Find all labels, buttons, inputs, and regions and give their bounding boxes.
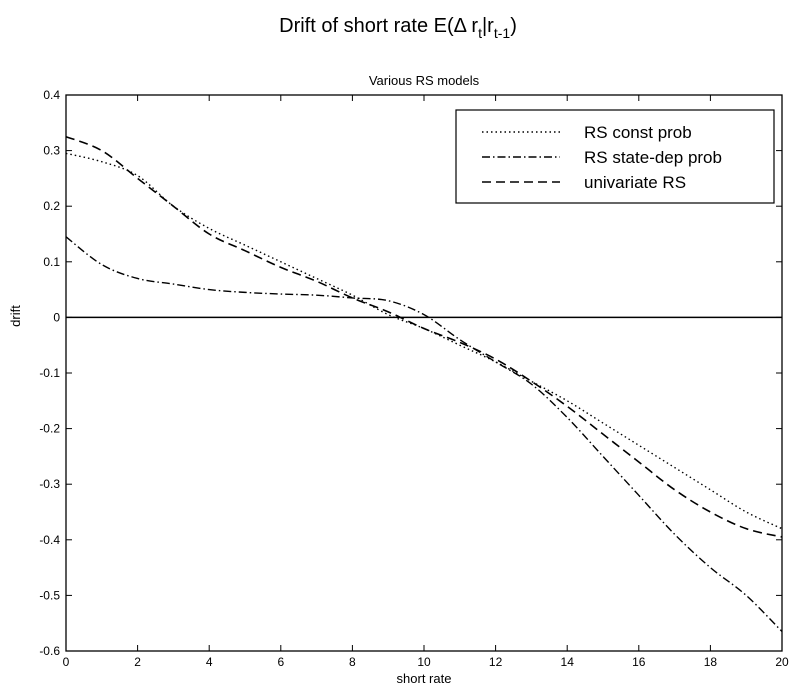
y-axis-label: drift xyxy=(8,305,23,327)
x-tick-label: 20 xyxy=(775,655,789,669)
y-tick-label: -0.3 xyxy=(39,477,60,491)
x-tick-label: 16 xyxy=(632,655,646,669)
legend-label-univariate-rs: univariate RS xyxy=(584,173,686,192)
chart-title-sub2: t-1 xyxy=(494,25,511,41)
x-tick-label: 14 xyxy=(561,655,575,669)
y-tick-label: -0.5 xyxy=(39,588,60,602)
y-tick-label: 0 xyxy=(53,310,60,324)
x-tick-label: 12 xyxy=(489,655,503,669)
y-tick-label: -0.4 xyxy=(39,533,60,547)
y-tick-label: 0.3 xyxy=(43,144,60,158)
x-tick-label: 18 xyxy=(704,655,718,669)
y-tick-label: -0.1 xyxy=(39,366,60,380)
x-tick-label: 10 xyxy=(417,655,431,669)
x-axis-label: short rate xyxy=(397,671,452,686)
y-tick-label: 0.2 xyxy=(43,199,60,213)
series-univariate-rs-line xyxy=(65,135,783,538)
y-tick-label: -0.2 xyxy=(39,422,60,436)
x-tick-label: 2 xyxy=(134,655,141,669)
legend-label-rs-const-prob: RS const prob xyxy=(584,123,692,142)
chart-title-sub1: t xyxy=(478,25,482,41)
y-tick-label: 0.1 xyxy=(43,255,60,269)
x-tick-label: 4 xyxy=(206,655,213,669)
chart-subtitle: Various RS models xyxy=(369,73,480,88)
legend: RS const prob RS state-dep prob univaria… xyxy=(455,109,775,204)
y-tick-label: 0.4 xyxy=(43,88,60,102)
legend-label-rs-state-dep-prob: RS state-dep prob xyxy=(584,148,722,167)
chart-title: Drift of short rate E(Δ rt|rt-1) xyxy=(279,15,517,41)
chart-title-mid: |r xyxy=(482,15,494,37)
x-tick-label: 6 xyxy=(277,655,284,669)
series-rs-const-prob-line xyxy=(65,152,783,530)
series-group xyxy=(65,135,783,633)
ticks-group: 0 2 4 6 8 10 12 14 16 18 20 0.4 0.3 0.2 0.1 0 -0.1 -0.2 -0… xyxy=(39,88,789,669)
y-tick-label: -0.6 xyxy=(39,644,60,658)
x-tick-label: 0 xyxy=(63,655,70,669)
chart-title-end: ) xyxy=(510,15,517,37)
x-tick-label: 8 xyxy=(349,655,356,669)
series-rs-state-dep-prob-line xyxy=(65,236,783,633)
